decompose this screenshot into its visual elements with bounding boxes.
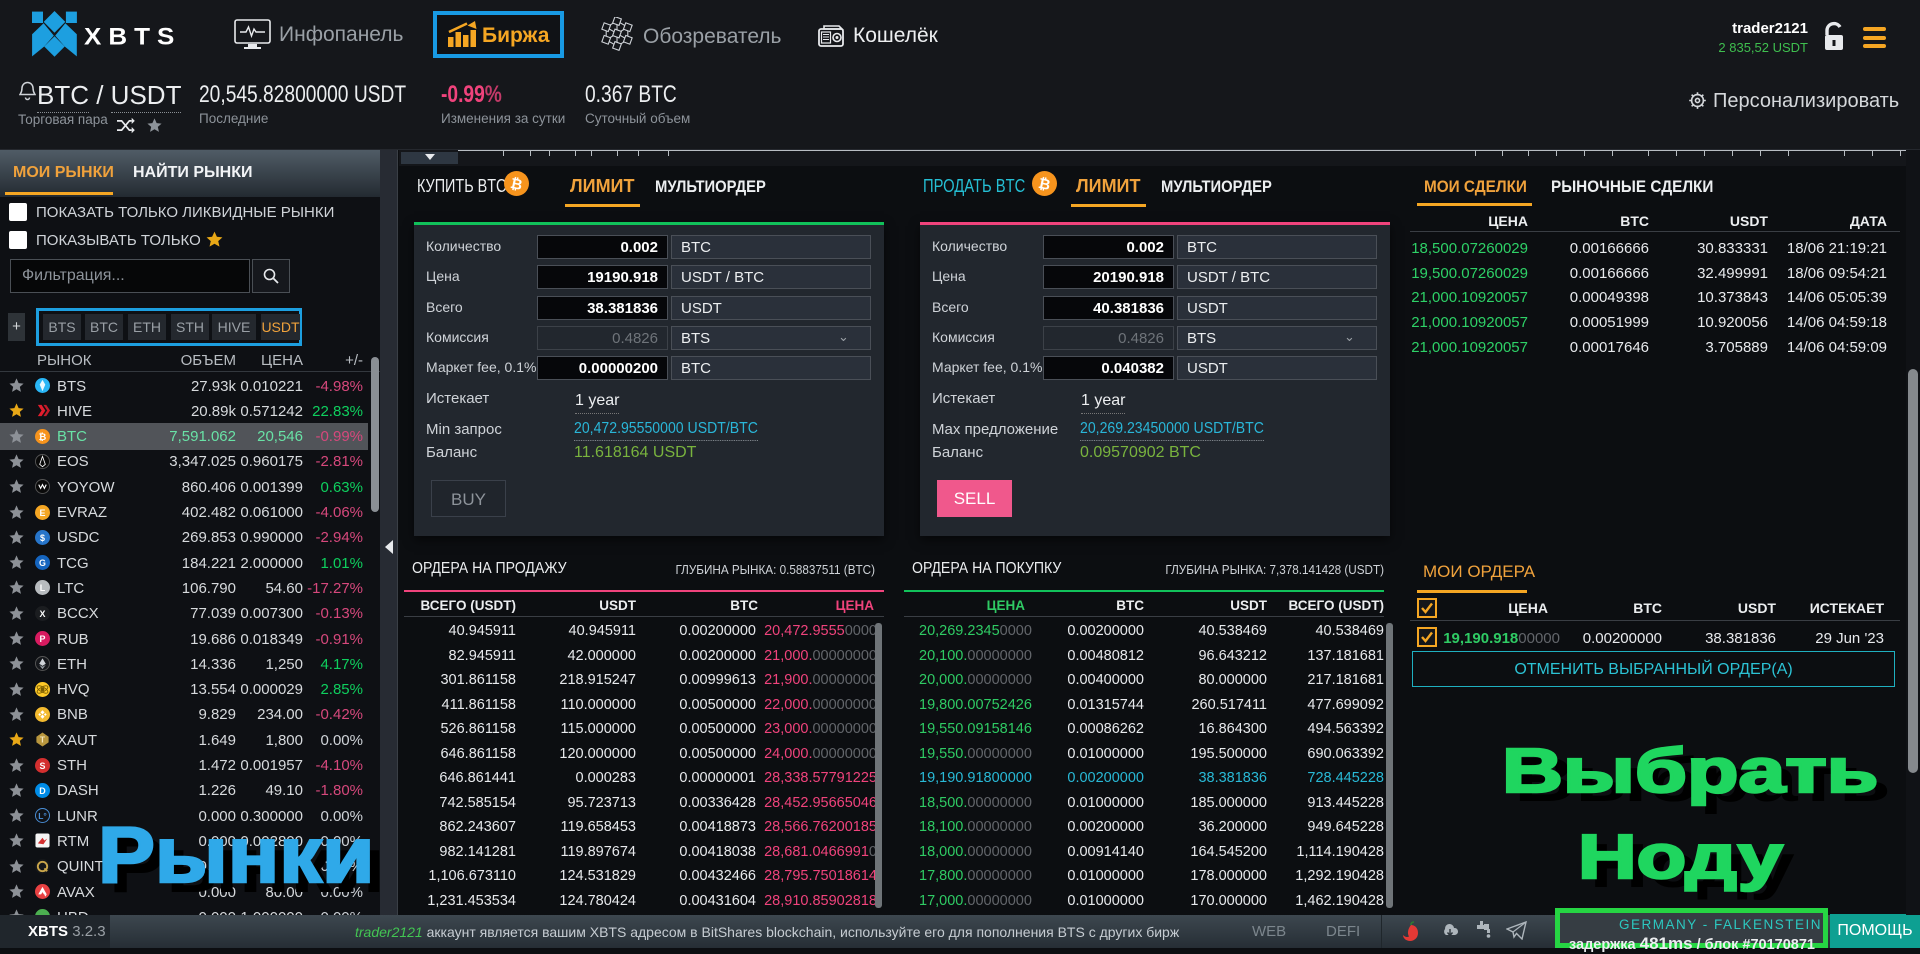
svg-text:₿: ₿ — [39, 431, 47, 441]
svg-text:L: L — [40, 583, 46, 593]
svg-text:G: G — [39, 558, 46, 568]
svg-text:₿: ₿ — [509, 176, 524, 194]
svg-text:P: P — [40, 634, 46, 644]
svg-text:T: T — [40, 735, 46, 745]
svg-text:D: D — [39, 786, 46, 796]
svg-text:₿: ₿ — [1037, 176, 1052, 194]
svg-text:E: E — [40, 507, 46, 517]
svg-text:X: X — [40, 608, 46, 618]
svg-text:S: S — [40, 760, 46, 770]
svg-text:$: $ — [40, 533, 45, 543]
svg-text:L°: L° — [38, 811, 47, 821]
